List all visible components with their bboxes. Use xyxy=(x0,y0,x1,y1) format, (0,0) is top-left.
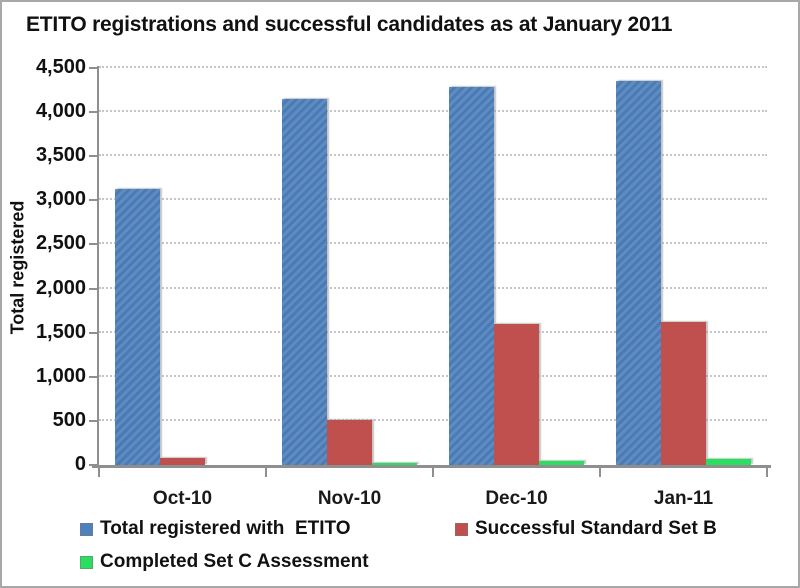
bar-successful-standard-set-b-oct-10 xyxy=(160,457,205,465)
category-label-oct-10: Oct-10 xyxy=(152,488,213,509)
gridline xyxy=(99,110,767,113)
legend-item-total-registered: Total registered with ETITO xyxy=(80,518,351,540)
chart-title: ETITO registrations and successful candi… xyxy=(26,13,673,36)
y-tick-mark xyxy=(89,287,99,290)
category-label-nov-10: Nov-10 xyxy=(317,488,382,509)
x-tick-mark xyxy=(599,467,601,477)
y-tick-label: 0 xyxy=(74,453,86,475)
legend-swatch-green xyxy=(80,555,93,569)
gridline xyxy=(99,198,767,201)
plot-area xyxy=(89,66,771,477)
bar-total-registered-with-etito-nov-10 xyxy=(282,98,327,465)
bar-successful-standard-set-b-nov-10 xyxy=(327,420,372,465)
y-tick-mark xyxy=(89,111,99,114)
bar-successful-standard-set-b-dec-10 xyxy=(494,323,539,465)
bar-completed-set-c-assessment-dec-10 xyxy=(539,460,584,465)
legend-item-successful-set-b: Successful Standard Set B xyxy=(455,518,717,540)
y-tick-mark xyxy=(89,243,99,246)
y-tick-label: 500 xyxy=(52,408,86,431)
gridline xyxy=(99,286,767,289)
category-label-jan-11: Jan-11 xyxy=(653,488,714,509)
y-tick-mark xyxy=(89,464,99,466)
gridline xyxy=(99,154,767,157)
gridline xyxy=(99,374,767,377)
gridline xyxy=(99,66,767,68)
legend-item-completed-set-c: Completed Set C Assessment xyxy=(80,551,369,573)
bar-total-registered-with-etito-oct-10 xyxy=(115,188,160,465)
legend-swatch-blue xyxy=(80,522,93,536)
legend-label: Completed Set C Assessment xyxy=(100,551,369,572)
y-tick-mark xyxy=(89,199,99,202)
bar-successful-standard-set-b-jan-11 xyxy=(661,322,706,465)
y-tick-label: 2,500 xyxy=(35,232,86,255)
y-tick-label: 4,000 xyxy=(35,100,86,123)
x-axis-line xyxy=(92,465,771,468)
x-tick-mark xyxy=(98,467,100,477)
y-tick-mark xyxy=(89,331,99,334)
y-tick-mark xyxy=(89,375,99,378)
y-tick-label: 3,500 xyxy=(35,144,86,167)
bar-completed-set-c-assessment-nov-10 xyxy=(372,462,417,465)
legend-label: Total registered with ETITO xyxy=(100,518,351,539)
y-tick-mark xyxy=(89,419,99,422)
bar-total-registered-with-etito-jan-11 xyxy=(616,81,661,465)
category-label-dec-10: Dec-10 xyxy=(485,488,548,509)
y-tick-label: 2,000 xyxy=(35,276,86,299)
y-tick-label: 4,500 xyxy=(35,56,86,78)
y-axis-line xyxy=(97,66,99,467)
y-tick-mark xyxy=(89,155,99,158)
x-tick-mark xyxy=(766,467,768,477)
y-tick-label: 1,000 xyxy=(35,364,86,387)
y-tick-label: 1,500 xyxy=(35,320,86,343)
gridline xyxy=(99,418,767,421)
y-tick-label: 3,000 xyxy=(35,188,86,211)
y-tick-mark xyxy=(89,67,99,69)
x-tick-mark xyxy=(432,467,434,477)
bar-completed-set-c-assessment-jan-11 xyxy=(706,458,751,465)
gridline xyxy=(99,330,767,333)
x-tick-mark xyxy=(265,467,267,477)
bar-total-registered-with-etito-dec-10 xyxy=(449,86,494,465)
legend-swatch-red xyxy=(455,522,468,536)
gridline xyxy=(99,242,767,245)
legend-label: Successful Standard Set B xyxy=(475,518,717,539)
